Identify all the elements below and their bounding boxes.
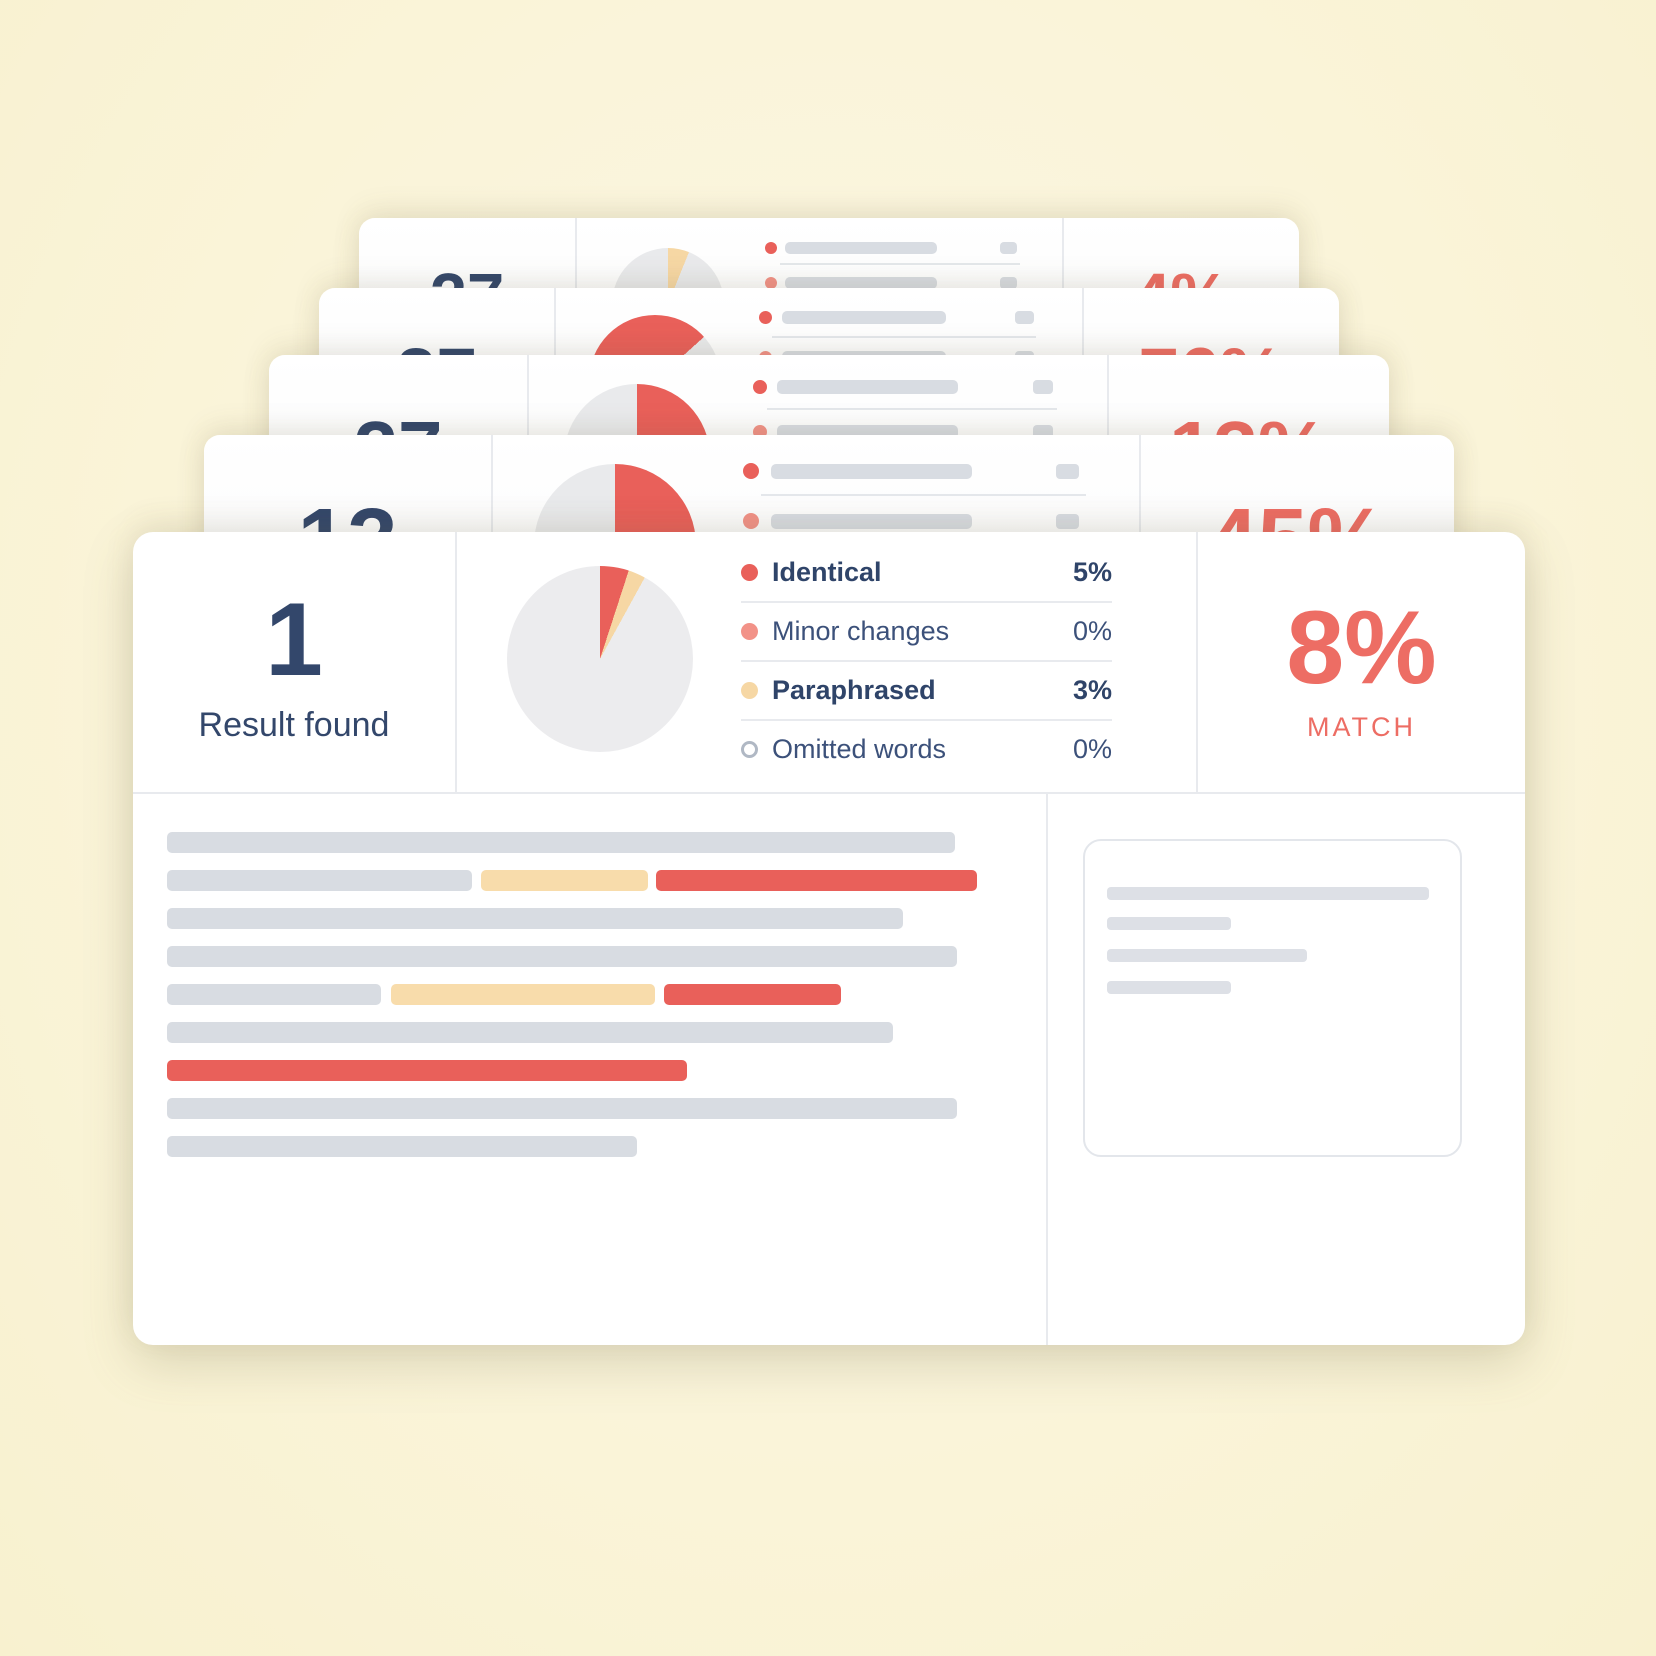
results-label: Result found (198, 706, 390, 744)
paraphrased-dot-icon (741, 682, 758, 699)
skeleton-text-line (167, 908, 903, 929)
divider (1046, 794, 1048, 1345)
identical-highlight (167, 1060, 687, 1081)
report-summary-section: 1 Result found Identical 5% Minor change… (133, 532, 1525, 794)
legend-label: Omitted words (772, 734, 947, 764)
legend-value: 5% (1072, 557, 1112, 587)
results-found-block: 1 Result found (133, 532, 457, 792)
legend-label: Minor changes (772, 616, 950, 646)
skeleton-text-line (167, 1136, 637, 1157)
skeleton-text-line (1107, 887, 1429, 900)
skeleton-text-line (167, 946, 957, 967)
skeleton-line (771, 514, 972, 529)
legend-value: 0% (1072, 734, 1112, 764)
legend-label: Identical (772, 557, 882, 587)
matched-source-panel (1083, 839, 1462, 1157)
skeleton-value (1015, 311, 1034, 324)
minor-changes-dot-icon (741, 623, 758, 640)
legend-label: Paraphrased (772, 675, 936, 705)
skeleton-value (1033, 380, 1053, 394)
skeleton-text-line (167, 984, 381, 1005)
skeleton-text-line (1107, 949, 1307, 962)
skeleton-line (785, 277, 937, 289)
match-score-block: 8% MATCH (1196, 532, 1525, 792)
skeleton-line (785, 242, 937, 254)
skeleton-text-line (167, 1022, 893, 1043)
report-body-section (133, 794, 1525, 1345)
skeleton-line (777, 380, 958, 394)
skeleton-line (782, 311, 946, 324)
legend-dot-skeleton (753, 380, 767, 394)
skeleton-value (1000, 277, 1017, 289)
skeleton-text-line (1107, 981, 1231, 994)
divider (767, 408, 1057, 410)
divider (780, 263, 1020, 265)
divider (761, 494, 1086, 496)
legend-row-omitted-words: Omitted words 0% (741, 721, 1112, 778)
divider (772, 336, 1036, 338)
legend-dot-skeleton (743, 513, 759, 529)
identical-highlight (656, 870, 977, 891)
omitted-words-dot-icon (741, 741, 758, 758)
similarity-legend: Identical 5% Minor changes 0% Paraphrase… (741, 544, 1112, 778)
legend-value: 0% (1072, 616, 1112, 646)
match-percent: 8% (1286, 590, 1437, 706)
legend-row-paraphrased: Paraphrased 3% (741, 662, 1112, 721)
legend-value: 3% (1072, 675, 1112, 705)
skeleton-line (771, 464, 972, 479)
results-count: 1 (265, 582, 323, 698)
identical-dot-icon (741, 564, 758, 581)
skeleton-text-line (167, 870, 472, 891)
legend-dot-skeleton (765, 277, 777, 289)
skeleton-text-line (1107, 917, 1231, 930)
identical-highlight (664, 984, 841, 1005)
legend-row-minor-changes: Minor changes 0% (741, 603, 1112, 662)
legend-row-identical: Identical 5% (741, 544, 1112, 603)
skeleton-text-line (167, 1098, 957, 1119)
plagiarism-report-card: 1 Result found Identical 5% Minor change… (133, 532, 1525, 1345)
legend-dot-skeleton (765, 242, 777, 254)
skeleton-value (1056, 514, 1079, 529)
paraphrased-highlight (391, 984, 655, 1005)
skeleton-text-line (167, 832, 955, 853)
paraphrased-highlight (481, 870, 648, 891)
legend-dot-skeleton (743, 463, 759, 479)
skeleton-value (1056, 464, 1079, 479)
similarity-breakdown-block: Identical 5% Minor changes 0% Paraphrase… (457, 532, 1196, 792)
match-label: MATCH (1307, 712, 1416, 742)
legend-dot-skeleton (759, 311, 772, 324)
skeleton-value (1000, 242, 1017, 254)
similarity-pie-chart (507, 566, 693, 752)
